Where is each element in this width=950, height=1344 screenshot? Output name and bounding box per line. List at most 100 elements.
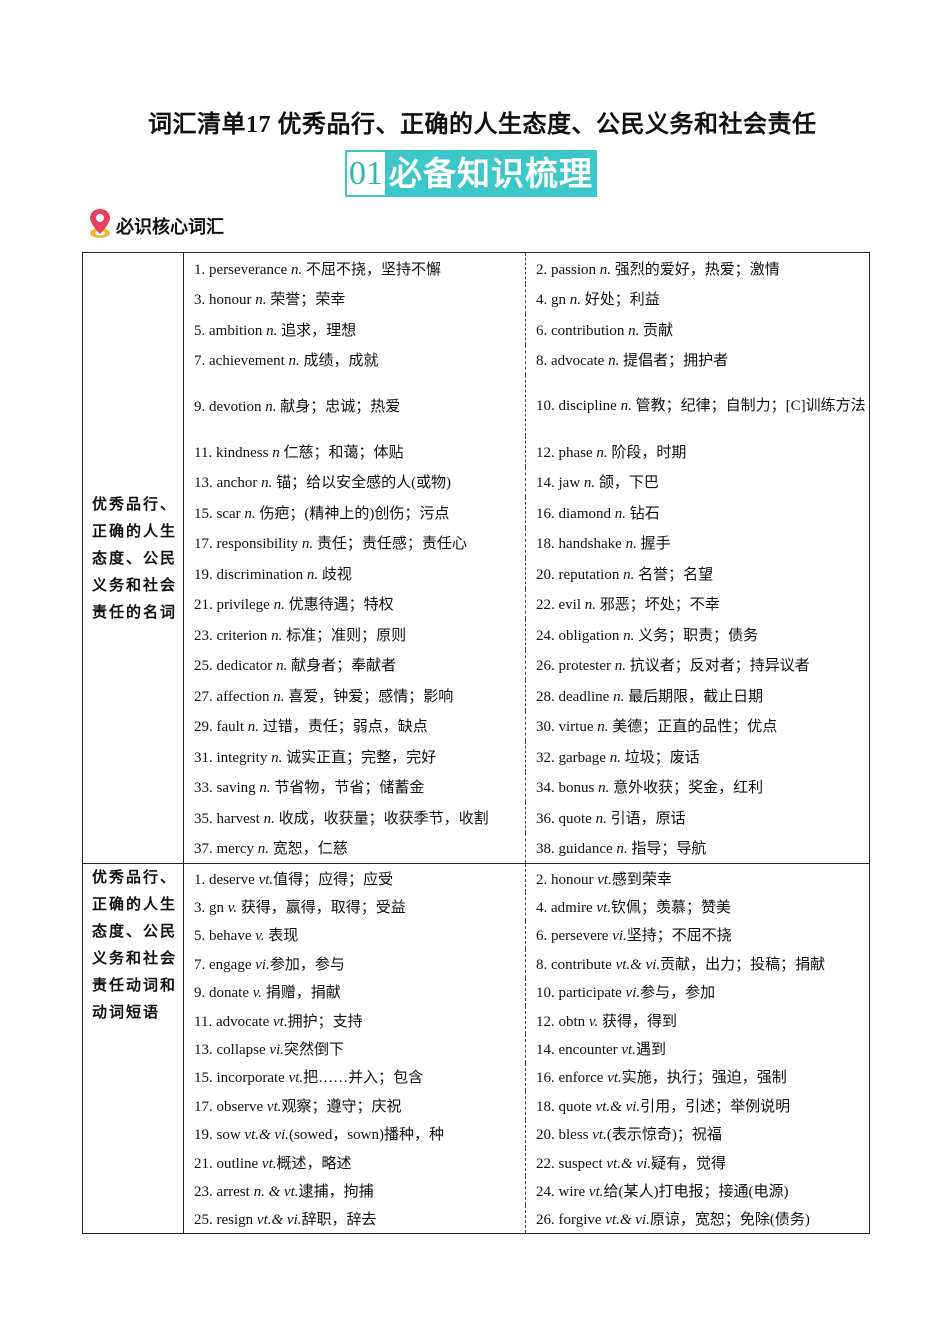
entry-definition: 参加，参与 — [269, 956, 345, 973]
entry-part-of-speech: vt.& vi. — [615, 956, 661, 973]
entry-definition: 诚实正直；完整，完好 — [282, 749, 437, 766]
entry-part-of-speech: n. — [614, 658, 626, 675]
table-row: 25. resign vt.& vi.辞职，辞去 26. forgive vt.&… — [83, 1204, 870, 1235]
entry-part-of-speech: vt. — [607, 1070, 622, 1087]
entry-word: 3. honour — [194, 292, 256, 309]
entry-word: 3. gn — [194, 900, 228, 917]
entry-word: 7. achievement — [194, 353, 289, 370]
table-row: 23. criterion n. 标准；准则；原则 24. obligation … — [83, 619, 870, 650]
vocab-entry: 17. responsibility n. 责任；责任感；责任心 — [183, 527, 526, 558]
vocab-entry: 1. deserve vt.值得；应得；应受 — [183, 863, 526, 893]
entry-part-of-speech: v. — [227, 900, 238, 917]
entry-part-of-speech: v. — [252, 985, 263, 1002]
vocab-entry: 14. encounter vt.遇到 — [525, 1034, 870, 1063]
entry-part-of-speech: vi. — [269, 1042, 284, 1059]
vocab-entry: 35. harvest n. 收成，收获量；收获季节，收割 — [183, 802, 526, 833]
entry-definition: 值得；应得；应受 — [273, 871, 394, 888]
table-row: 23. arrest n. & vt.逮捕，拘捕 24. wire vt.给(某人… — [83, 1176, 870, 1205]
vocab-entry: 26. forgive vt.& vi.原谅，宽恕；免除(债务) — [525, 1204, 870, 1235]
entry-part-of-speech: vi. — [255, 956, 270, 973]
entry-definition: 钻石 — [626, 505, 660, 522]
entry-definition: 仁慈；和蔼；体贴 — [279, 444, 404, 461]
entry-word: 36. quote — [536, 810, 596, 827]
table-row: 19. sow vt.& vi.(sowed，sown)播种，种 20. bles… — [83, 1119, 870, 1148]
entry-part-of-speech: vt.& vi. — [256, 1212, 302, 1229]
entry-definition: 过错，责任；弱点，缺点 — [259, 719, 428, 736]
entry-word: 37. mercy — [194, 841, 258, 858]
table-row: 17. observe vt.观察；遵守；庆祝 18. quote vt.& vi… — [83, 1091, 870, 1120]
table-row: 15. incorporate vt.把……并入；包含 16. enforce v… — [83, 1062, 870, 1092]
entry-part-of-speech: vt.& vi. — [244, 1127, 289, 1144]
vocab-entry: 24. wire vt.给(某人)打电报；接通(电源) — [525, 1176, 870, 1205]
entry-definition: 抗议者；反对者；持异议者 — [625, 658, 810, 675]
table-row: 优秀品行、正确的人生态度、公民义务和社会责任动词和动词短语 1. deserve … — [82, 862, 870, 1235]
table-row: 21. outline vt.概述，略述 22. suspect vt.& vi.… — [83, 1147, 870, 1177]
entry-word: 19. discrimination — [194, 566, 307, 583]
entry-part-of-speech: n. — [263, 810, 275, 827]
entry-definition: 好处；利益 — [581, 292, 660, 309]
vocab-entry: 19. sow vt.& vi.(sowed，sown)播种，种 — [183, 1119, 526, 1148]
vocab-entry: 22. evil n. 邪恶；坏处；不幸 — [525, 588, 870, 619]
entry-definition: (表示惊奇)；祝福 — [606, 1127, 722, 1144]
entry-part-of-speech: n. — [276, 658, 288, 675]
entry-part-of-speech: vt.& vi. — [606, 1155, 651, 1172]
entry-part-of-speech: n. — [247, 719, 259, 736]
table-row: 21. privilege n. 优惠待遇；特权 22. evil n. 邪恶；坏… — [83, 588, 870, 619]
vocab-entry: 30. virtue n. 美德；正直的品性；优点 — [525, 710, 870, 741]
entry-word: 21. privilege — [194, 597, 274, 614]
subheading: 必识核心词汇 — [88, 207, 224, 244]
entry-definition: 实施，执行；强迫，强制 — [621, 1070, 787, 1087]
entry-word: 24. wire — [536, 1183, 589, 1200]
vocab-entry: 37. mercy n. 宽恕，仁慈 — [183, 832, 526, 864]
entry-word: 24. obligation — [536, 627, 624, 644]
vocab-entry: 28. deadline n. 最后期限，截止日期 — [525, 680, 870, 711]
table-row: 31. integrity n. 诚实正直；完整，完好 32. garbage n… — [83, 741, 870, 772]
vocab-entry: 25. resign vt.& vi.辞职，辞去 — [183, 1204, 526, 1235]
entry-part-of-speech: vt. — [596, 900, 611, 917]
vocab-entry: 12. phase n. 阶段，时期 — [525, 436, 870, 467]
table-row: 优秀品行、正确的人生态度、公民义务和社会责任的名词 1. perseverance… — [82, 252, 870, 864]
entry-word: 30. virtue — [536, 719, 598, 736]
entry-word: 25. dedicator — [194, 658, 277, 675]
entry-definition: 引语，原话 — [606, 810, 686, 827]
entry-definition: 贡献，出力；投稿；捐献 — [660, 956, 826, 973]
vocab-entry: 4. admire vt.钦佩；羡慕；赞美 — [525, 892, 870, 921]
entry-definition: 逮捕，拘捕 — [298, 1183, 374, 1200]
entry-word: 18. handshake — [536, 536, 626, 553]
entry-definition: 疑有，觉得 — [651, 1155, 727, 1172]
vocab-entry: 32. garbage n. 垃圾；废话 — [525, 741, 870, 772]
entry-definition: 伤疤；(精神上的)创伤；污点 — [255, 505, 450, 522]
entry-word: 16. enforce — [536, 1070, 608, 1087]
entry-word: 28. deadline — [536, 688, 614, 705]
vocab-entry: 29. fault n. 过错，责任；弱点，缺点 — [183, 710, 526, 741]
entry-definition: 献身；忠诚；热爱 — [276, 399, 401, 415]
entry-word: 13. collapse — [194, 1042, 270, 1059]
vocab-entry: 15. incorporate vt.把……并入；包含 — [183, 1062, 526, 1092]
vocab-entry: 21. outline vt.概述，略述 — [183, 1147, 526, 1177]
vocab-entry: 13. collapse vi.突然倒下 — [183, 1034, 526, 1063]
entry-part-of-speech: n. — [623, 627, 635, 644]
entry-definition: 节省物，节省；储蓄金 — [270, 780, 425, 797]
entry-definition: 贡献 — [639, 322, 674, 339]
vocab-entry: 34. bonus n. 意外收获；奖金，红利 — [525, 771, 870, 802]
entry-part-of-speech: n. — [244, 505, 256, 522]
entry-part-of-speech: n. — [306, 566, 319, 583]
entry-definition: 邪恶；坏处；不幸 — [596, 597, 720, 614]
entry-word: 19. sow — [194, 1127, 245, 1144]
vocab-entry: 5. ambition n. 追求，理想 — [183, 314, 526, 345]
entry-definition: 优惠待遇；特权 — [284, 597, 394, 614]
entry-part-of-speech: v. — [255, 928, 265, 945]
entry-word: 35. harvest — [194, 810, 264, 827]
vocab-entry: 5. behave v. 表现 — [183, 920, 526, 950]
table-row: 5. ambition n. 追求，理想 6. contribution n. 贡… — [83, 314, 870, 345]
entry-word: 1. deserve — [194, 871, 259, 888]
table-row: 3. honour n. 荣誉；荣幸 4. gn n. 好处；利益 — [83, 283, 870, 314]
entry-part-of-speech: n. — [595, 810, 607, 827]
vocab-entry: 20. bless vt.(表示惊奇)；祝福 — [525, 1119, 870, 1148]
table-row: 5. behave v. 表现 6. persevere vi.坚持；不屈不挠 — [83, 920, 870, 950]
entry-definition: 责任；责任感；责任心 — [313, 536, 467, 553]
entry-definition: 辞职，辞去 — [301, 1212, 377, 1229]
category-label: 优秀品行、正确的人生态度、公民义务和社会责任动词和动词短语 — [82, 862, 184, 1235]
entry-part-of-speech: vi. — [612, 928, 627, 945]
vocab-entry: 15. scar n. 伤疤；(精神上的)创伤；污点 — [183, 497, 526, 528]
